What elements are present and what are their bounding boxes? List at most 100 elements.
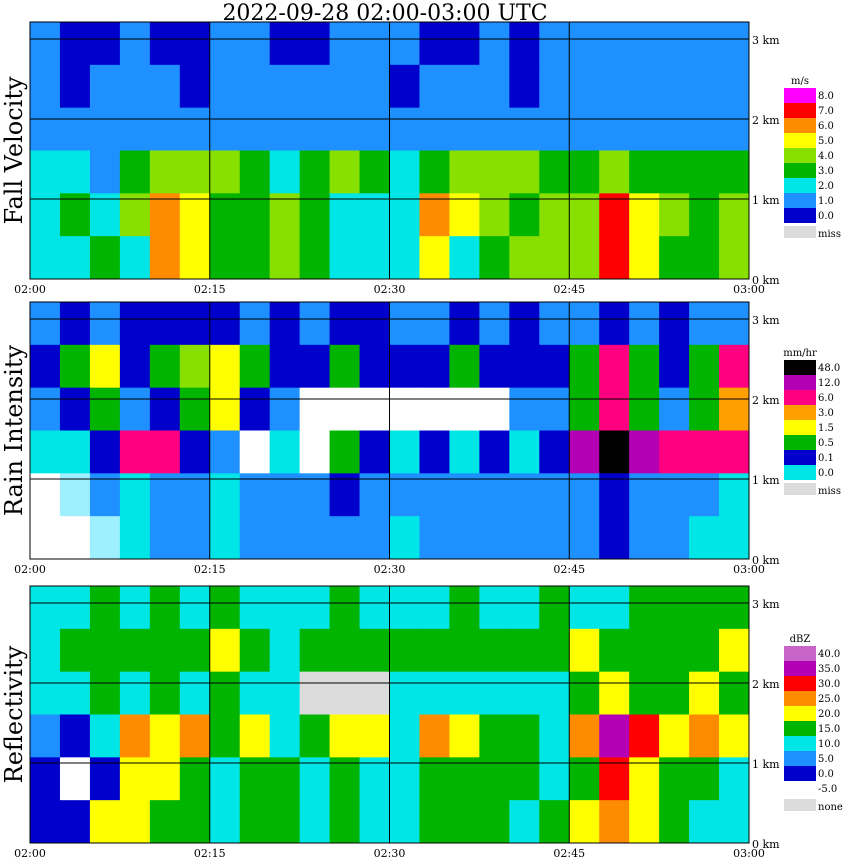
heatmap-cell	[389, 671, 420, 715]
heatmap-cell	[509, 150, 540, 194]
heatmap-cell	[449, 757, 480, 801]
legend-swatch	[784, 405, 816, 420]
heatmap-cell	[359, 430, 390, 474]
heatmap-cell	[179, 671, 211, 715]
heatmap-cell	[599, 344, 630, 389]
heatmap-cell	[179, 586, 211, 630]
x-tick-label: 02:15	[194, 283, 226, 296]
heatmap-cell	[539, 64, 570, 109]
heatmap-cell	[419, 671, 450, 715]
legend-swatch	[784, 390, 816, 405]
heatmap-cell	[689, 586, 720, 630]
heatmap-cell	[239, 236, 271, 280]
heatmap-cell	[89, 757, 121, 801]
heatmap-cell	[659, 150, 690, 194]
heatmap-cell	[59, 107, 91, 151]
legend-label: 2.0	[818, 181, 834, 192]
heatmap-cell	[389, 22, 420, 66]
legend-label: none	[818, 802, 843, 813]
heatmap-cell	[629, 193, 660, 237]
heatmap-cell	[719, 757, 750, 801]
heatmap-cell	[389, 757, 420, 801]
legend-label: 0.0	[818, 211, 834, 222]
heatmap-cell	[359, 22, 390, 66]
heatmap-cell	[149, 193, 181, 237]
heatmap-cell	[299, 757, 331, 801]
heatmap-cell	[239, 430, 271, 474]
legend-label: 10.0	[818, 739, 840, 750]
x-tick-label: 02:45	[553, 563, 585, 576]
heatmap-cell	[719, 150, 750, 194]
heatmap-cell	[149, 150, 181, 194]
heatmap-cell	[89, 671, 121, 715]
heatmap-cell	[30, 473, 61, 517]
heatmap-cell	[419, 586, 450, 630]
heatmap-cell	[329, 473, 361, 517]
heatmap-cell	[659, 64, 690, 109]
panel-ylabel: Fall Velocity	[0, 76, 28, 225]
heatmap-cell	[59, 22, 91, 66]
heatmap-cell	[59, 714, 91, 758]
heatmap-cell	[509, 107, 540, 151]
heatmap-cell	[329, 757, 361, 801]
heatmap-cell	[479, 800, 510, 844]
heatmap-cell	[539, 671, 570, 715]
heatmap-cell	[239, 714, 271, 758]
heatmap-cell	[359, 236, 390, 280]
heatmap-cell	[569, 757, 600, 801]
heatmap-cell	[179, 22, 211, 66]
heatmap-cell	[689, 516, 720, 560]
heatmap-cell	[179, 757, 211, 801]
legend-label: 1.5	[818, 423, 834, 434]
heatmap-cell	[59, 516, 91, 560]
heatmap-cell	[719, 344, 750, 389]
legend-swatch	[784, 706, 816, 721]
heatmap-cell	[479, 714, 510, 758]
heatmap-cell	[449, 107, 480, 151]
heatmap-cell	[419, 387, 450, 431]
heatmap-cell	[389, 387, 420, 431]
heatmap-cell	[329, 107, 361, 151]
heatmap-cell	[539, 430, 570, 474]
heatmap-cell	[629, 714, 660, 758]
heatmap-cell	[209, 800, 241, 844]
heatmap-cell	[299, 236, 331, 280]
heatmap-cell	[89, 107, 121, 151]
heatmap-cell	[269, 107, 301, 151]
heatmap-cell	[599, 22, 630, 66]
heatmap-cell	[59, 150, 91, 194]
legend-unit: mm/hr	[783, 348, 817, 359]
heatmap-cell	[659, 628, 690, 673]
heatmap-cell	[569, 628, 600, 673]
heatmap-cell	[59, 387, 91, 431]
heatmap-cell	[569, 671, 600, 715]
heatmap-cell	[209, 516, 241, 560]
heatmap-cell	[689, 671, 720, 715]
heatmap-cell	[509, 22, 540, 66]
heatmap-cell	[239, 150, 271, 194]
heatmap-cell	[659, 473, 690, 517]
heatmap-cell	[629, 150, 660, 194]
heatmap-cell	[659, 344, 690, 389]
heatmap-cell	[359, 628, 390, 673]
heatmap-cell	[569, 387, 600, 431]
heatmap-cell	[269, 430, 301, 474]
heatmap-cell	[569, 236, 600, 280]
heatmap-cell	[689, 714, 720, 758]
y-tick-label: 2 km	[752, 114, 780, 127]
heatmap-cell	[59, 586, 91, 630]
heatmap-cell	[359, 302, 390, 346]
heatmap-cell	[569, 193, 600, 237]
heatmap-cell	[389, 107, 420, 151]
heatmap-cell	[509, 236, 540, 280]
heatmap-cell	[299, 473, 331, 517]
heatmap-cell	[539, 193, 570, 237]
heatmap-cell	[239, 302, 271, 346]
heatmap-cell	[269, 671, 301, 715]
heatmap-cell	[389, 150, 420, 194]
y-tick-label: 3 km	[752, 598, 780, 611]
heatmap-cell	[299, 64, 331, 109]
heatmap-cell	[119, 64, 151, 109]
legend-label: 0.0	[818, 468, 834, 479]
heatmap-cell	[119, 344, 151, 389]
